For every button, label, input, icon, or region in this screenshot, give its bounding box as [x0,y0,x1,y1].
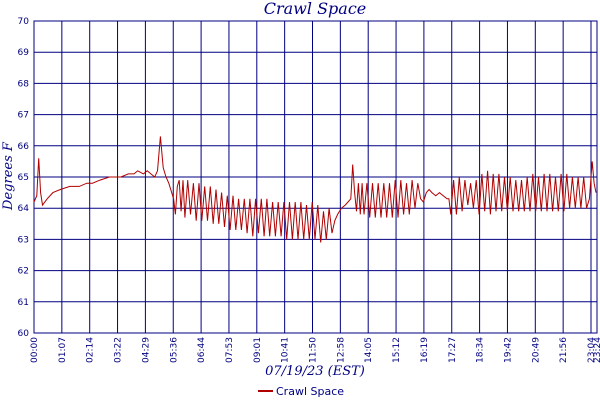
x-tick-label: 02:14 [86,337,96,363]
x-tick-label: 09:01 [253,337,263,363]
y-axis-label: Degrees F [1,141,16,211]
x-tick-label: 05:36 [169,337,179,363]
x-axis-label: 07/19/23 (EST) [265,364,365,379]
x-tick-label: 19:42 [503,337,513,363]
plot-frame [33,20,598,334]
y-tick-label: 68 [18,79,30,89]
x-tick-label: 06:44 [197,337,207,363]
x-axis-ticks: 00:00 01:07 02:14 03:22 04:29 05:36 06:44 07:53… [30,337,600,363]
y-tick-label: 65 [18,173,29,183]
x-tick-label: 16:19 [420,337,430,363]
y-axis-ticks: 60 61 62 63 64 65 66 67 68 69 70 [18,17,30,339]
x-tick-label: 04:29 [141,337,151,363]
y-tick-label: 70 [18,17,30,27]
y-tick-label: 61 [18,298,29,308]
y-tick-label: 69 [18,48,30,58]
y-tick-label: 67 [18,111,29,121]
x-tick-label: 18:34 [476,337,486,363]
x-tick-label: 10:41 [281,337,291,363]
x-tick-label: 11:50 [309,337,319,363]
x-tick-label: 03:22 [114,337,124,363]
x-tick-label: 21:56 [559,337,569,363]
series-group [33,136,597,243]
series-line-crawl-space [33,136,597,243]
x-tick-label: 20:49 [531,337,541,363]
x-tick-label: 15:12 [392,337,402,363]
legend: Crawl Space [258,385,344,398]
y-tick-label: 64 [18,204,30,214]
x-tick-label: 14:05 [364,337,374,363]
legend-label: Crawl Space [276,385,344,398]
x-tick-label: 17:27 [448,337,458,363]
y-tick-label: 60 [18,329,30,339]
x-tick-label: 23:04 [587,337,597,363]
y-tick-label: 63 [18,235,29,245]
x-tick-label: 23:24 [593,337,600,363]
x-tick-label: 07:53 [225,337,235,363]
x-tick-label: 12:58 [336,337,346,363]
y-tick-label: 62 [18,267,29,277]
x-tick-label: 00:00 [30,337,40,363]
chart-title: Crawl Space [264,0,367,18]
y-tick-label: 66 [18,142,30,152]
x-tick-label: 01:07 [58,337,68,363]
